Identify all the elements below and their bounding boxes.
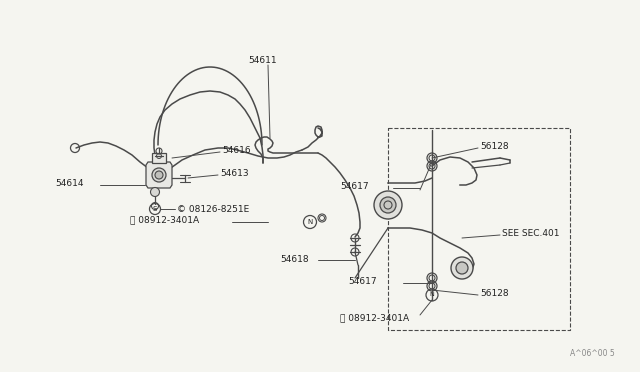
Text: A^06^00 5: A^06^00 5 (570, 349, 615, 358)
Text: Ⓝ 08912-3401A: Ⓝ 08912-3401A (340, 314, 409, 323)
Circle shape (380, 197, 396, 213)
Circle shape (374, 191, 402, 219)
Text: N: N (307, 219, 312, 225)
Text: 54617: 54617 (340, 182, 369, 190)
Text: S: S (153, 206, 157, 212)
Circle shape (456, 262, 468, 274)
Circle shape (155, 171, 163, 179)
Text: Ⓝ 08912-3401A: Ⓝ 08912-3401A (130, 215, 199, 224)
Text: SEE SEC.401: SEE SEC.401 (502, 228, 559, 237)
Text: 54614: 54614 (55, 179, 83, 187)
Text: 54618: 54618 (280, 256, 308, 264)
Text: 54611: 54611 (248, 55, 276, 64)
Text: N: N (429, 292, 435, 298)
Circle shape (451, 257, 473, 279)
Text: 56128: 56128 (480, 141, 509, 151)
Polygon shape (152, 153, 166, 163)
Text: 54617: 54617 (348, 276, 376, 285)
Polygon shape (146, 162, 172, 188)
Text: 54616: 54616 (222, 145, 251, 154)
Text: 54613: 54613 (220, 169, 248, 177)
Circle shape (152, 168, 166, 182)
Text: 56128: 56128 (480, 289, 509, 298)
Text: © 08126-8251E: © 08126-8251E (177, 205, 249, 214)
Circle shape (150, 187, 159, 196)
